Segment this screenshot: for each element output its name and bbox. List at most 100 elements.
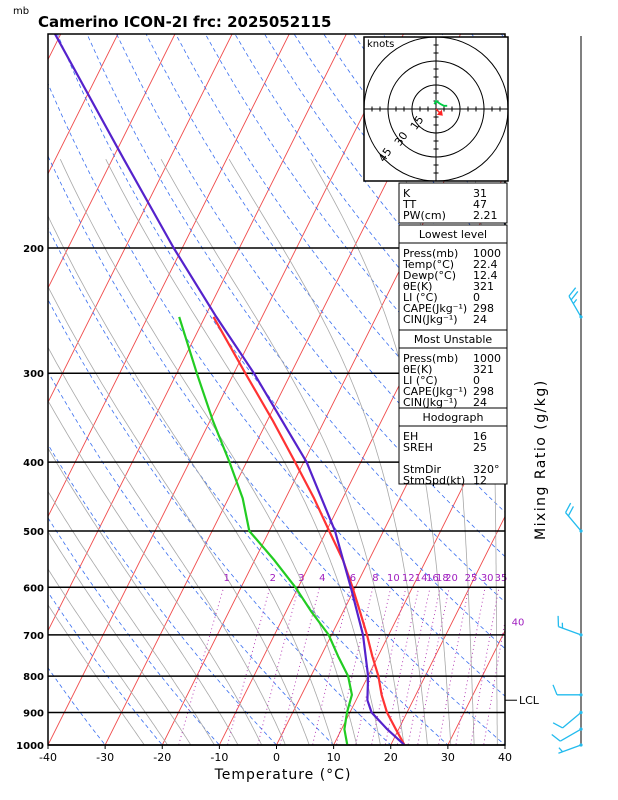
index-value: 320° (473, 463, 500, 476)
mixing-ratio-label: 25 (465, 573, 478, 584)
index-value: 22.4 (473, 258, 498, 271)
barb-station (579, 693, 583, 697)
pressure-tick-label: 800 (23, 672, 44, 683)
dry-adiabat (48, 443, 278, 745)
barb-shaft (559, 728, 582, 742)
dry-adiabat (48, 298, 392, 745)
index-value: 321 (473, 280, 494, 293)
wind-barb (565, 502, 583, 533)
wind-barb (552, 684, 583, 697)
barb-feather (558, 747, 563, 753)
index-label: TT (402, 198, 417, 211)
indices-section-hodo (398, 407, 508, 485)
mixing-ratio-label: 4 (319, 573, 325, 584)
dry-adiabat (56, 34, 505, 650)
moist-adiabat (520, 159, 529, 760)
dry-adiabat (116, 34, 505, 558)
index-label: Press(mb) (403, 352, 458, 365)
x-tick-label: -30 (96, 751, 114, 764)
moist-adiabat (105, 159, 381, 745)
wind-barb (551, 727, 583, 742)
index-label: θE(K) (403, 363, 432, 376)
index-value: 2.21 (473, 209, 498, 222)
barb-feather (572, 298, 578, 305)
x-tick-label: 30 (441, 751, 455, 764)
mixing-ratio-label: 18 (436, 573, 449, 584)
x-axis-label: Temperature (°C) (214, 767, 352, 783)
mixing-ratio-line (371, 587, 407, 745)
wind-barb (568, 287, 583, 319)
moist-adiabat (48, 568, 169, 745)
indices-heading: Hodograph (423, 411, 484, 424)
isotherm (555, 1, 618, 760)
isotherm (0, 1, 20, 760)
index-value: 0 (473, 374, 480, 387)
mixing-ratio-axis-label: Mixing Ratio (g/kg) (533, 379, 549, 540)
mixing-ratio-label: 16 (426, 573, 439, 584)
wind-barb (552, 710, 583, 729)
index-label: Dewp(°C) (403, 269, 456, 282)
x-tick-label: 10 (327, 751, 341, 764)
index-value: 1000 (473, 352, 501, 365)
index-label: Temp(°C) (402, 258, 454, 271)
mixing-ratio-line (417, 587, 450, 745)
index-label: CAPE(Jkg⁻¹) (403, 302, 467, 315)
temperature-profile (212, 316, 406, 745)
barb-feather (565, 502, 572, 513)
mixing-ratio-label: 40 (512, 617, 525, 628)
background-lines (0, 1, 618, 761)
isotherm (447, 629, 505, 745)
index-label: EH (403, 430, 418, 443)
index-label: PW(cm) (403, 209, 446, 222)
dry-adiabat (48, 744, 49, 745)
isotherm (48, 34, 405, 745)
index-value: 47 (473, 198, 487, 211)
dry-adiabat (48, 517, 220, 745)
barb-shaft (558, 744, 582, 754)
isotherm (504, 743, 505, 745)
hodograph-trace (433, 99, 448, 107)
mixing-ratio-line (279, 587, 321, 745)
x-tick-label: 0 (273, 751, 280, 764)
dry-adiabat (175, 34, 505, 470)
indices-heading: Most Unstable (414, 333, 493, 346)
moist-adiabat (48, 447, 239, 745)
wind-barb (557, 615, 583, 637)
index-label: K (403, 187, 411, 200)
dewpoint-profile (178, 316, 353, 745)
index-value: 1000 (473, 247, 501, 260)
moist-adiabat (48, 530, 192, 745)
index-value: 25 (473, 441, 487, 454)
dry-adiabat (145, 34, 505, 513)
lcl-marker: LCL (505, 694, 540, 707)
index-value: 321 (473, 363, 494, 376)
storm-motion-arrowhead (436, 109, 443, 116)
dry-adiabat (590, 2, 618, 761)
x-tick-label: -40 (39, 751, 57, 764)
isotherm (48, 34, 233, 404)
barb-station (579, 529, 583, 533)
barb-feather (552, 722, 563, 729)
moist-adiabat (48, 214, 334, 745)
index-value: 298 (473, 302, 494, 315)
dry-adiabat (48, 82, 505, 697)
mixing-ratio-label: 6 (350, 573, 356, 584)
mixing-ratio-line (312, 587, 351, 745)
index-value: 0 (473, 291, 480, 304)
x-tick-label: 20 (384, 751, 398, 764)
index-value: 24 (473, 396, 487, 409)
mixing-ratio-label: 14 (415, 573, 428, 584)
isotherm (612, 1, 618, 760)
indices-heading: Lowest level (419, 228, 487, 241)
moist-adiabat (48, 604, 145, 745)
barb-feather (567, 506, 575, 517)
barb-station (579, 743, 583, 747)
pressure-tick-label: 500 (23, 527, 44, 538)
indices-top-box (398, 182, 508, 224)
barb-shaft (565, 512, 582, 532)
barb-station (579, 710, 583, 715)
barb-shaft (562, 711, 582, 729)
wind-barb (558, 743, 583, 754)
pressure-tick-label: 600 (23, 583, 44, 594)
